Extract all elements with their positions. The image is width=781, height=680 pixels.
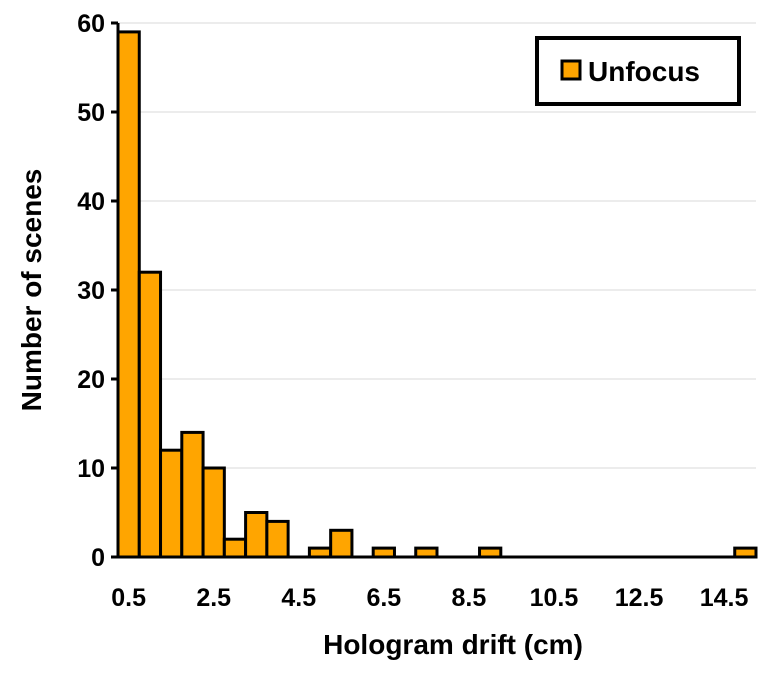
- bar: [222, 537, 248, 559]
- y-tick-label: 40: [77, 188, 105, 216]
- x-tick-label: 10.5: [530, 584, 579, 612]
- tick-labels: 0 10 20 30 40 50 60 0.5 2.5 4.5 6.5 8.5 10.5 12.5 14.5: [77, 10, 748, 612]
- y-tick-label: 0: [91, 544, 105, 572]
- x-tick-label: 6.5: [366, 584, 401, 612]
- bar: [137, 270, 163, 559]
- bar: [265, 519, 290, 559]
- legend-box: [535, 36, 741, 106]
- axes: [111, 21, 756, 559]
- legend-label: Unfocus: [588, 56, 700, 87]
- bar: [244, 511, 269, 559]
- y-tick-label: 10: [77, 455, 105, 483]
- bars: [116, 30, 758, 559]
- x-tick-label: 14.5: [700, 584, 749, 612]
- y-tick-label: 50: [77, 99, 105, 127]
- legend: Unfocus: [535, 36, 741, 106]
- y-tick-label: 60: [77, 10, 105, 38]
- bar: [201, 466, 226, 559]
- x-tick-label: 0.5: [111, 584, 146, 612]
- bar: [116, 30, 141, 559]
- y-tick-label: 30: [77, 277, 105, 305]
- x-axis-title: Hologram drift (cm): [323, 629, 583, 660]
- bar: [329, 528, 354, 559]
- gridlines: [118, 22, 756, 469]
- x-tick-label: 2.5: [196, 584, 231, 612]
- legend-swatch: [560, 59, 582, 81]
- x-tick-label: 4.5: [281, 584, 316, 612]
- y-axis-title: Number of scenes: [16, 169, 47, 412]
- bar: [159, 448, 184, 559]
- x-tick-label: 12.5: [615, 584, 664, 612]
- x-tick-label: 8.5: [452, 584, 487, 612]
- y-tick-label: 20: [77, 366, 105, 394]
- bar: [180, 430, 205, 559]
